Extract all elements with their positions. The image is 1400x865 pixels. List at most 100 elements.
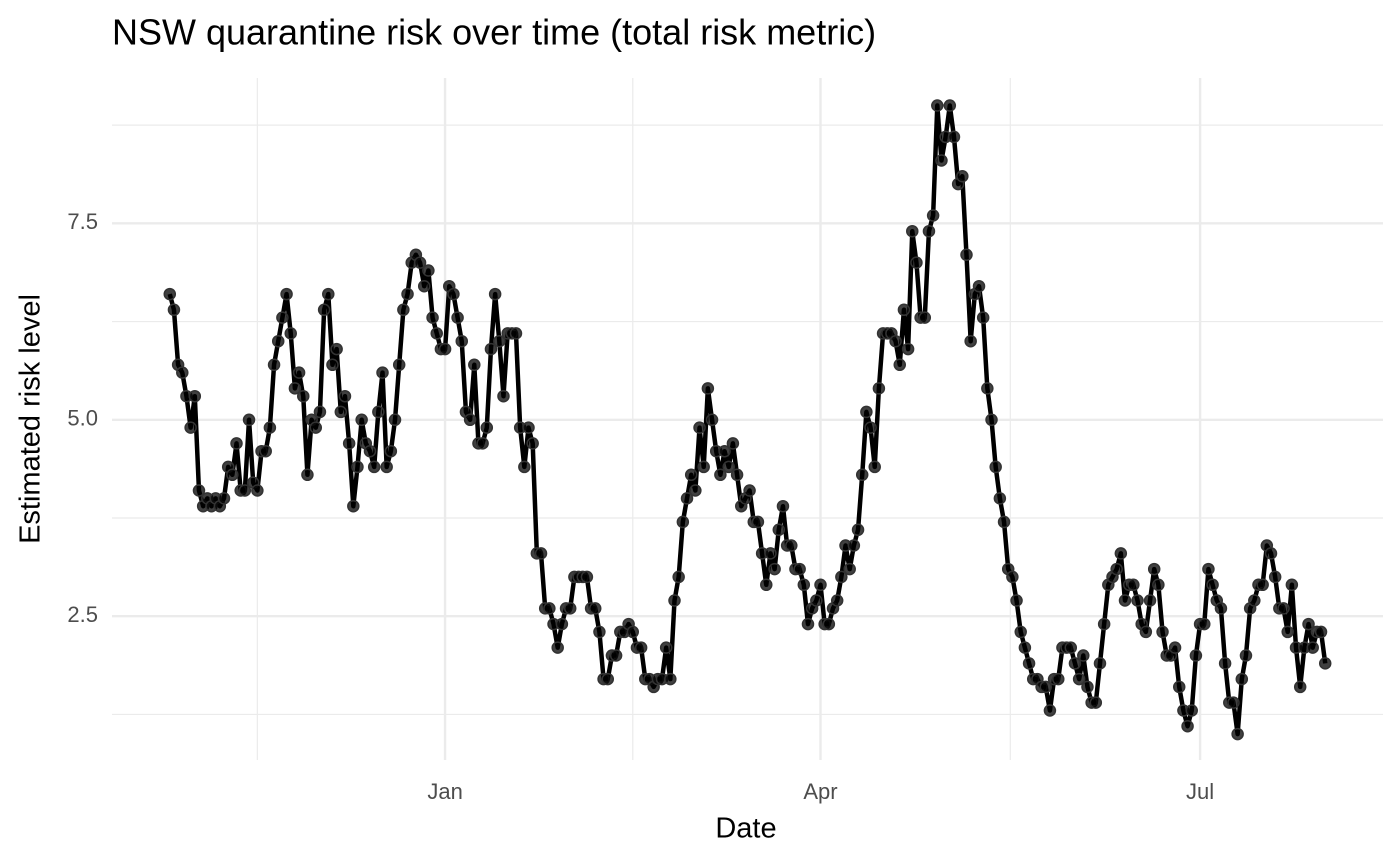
data-point [1168,641,1182,654]
data-point [488,287,502,301]
data-point [163,287,177,301]
data-point [401,287,414,301]
data-point [910,256,923,269]
data-point [931,99,944,112]
data-point [1089,696,1103,709]
data-point [1039,680,1052,694]
data-point [372,405,385,419]
data-point [943,99,957,112]
data-point [388,413,402,427]
data-point [760,578,773,592]
x-tick-label: Apr [803,779,837,804]
data-point [993,492,1007,505]
data-point [701,382,715,395]
data-point [672,570,685,584]
y-tick-label: 7.5 [67,209,98,234]
data-point [1110,562,1123,576]
data-point [1214,602,1228,615]
data-point [555,617,569,631]
data-point [493,334,506,348]
x-tick-label: Jan [427,779,462,804]
data-point [1118,594,1132,607]
data-point [1127,578,1140,592]
data-point [893,358,907,372]
data-point [251,484,264,497]
data-point [376,366,389,379]
data-point [947,130,961,144]
data-point [772,523,786,537]
data-point [259,444,272,458]
data-point [851,523,865,537]
data-point [184,421,197,434]
data-point [276,311,289,324]
data-point [684,468,698,482]
data-point [426,311,439,324]
x-tick-label: Jul [1186,779,1214,804]
data-point [1231,727,1244,741]
data-point [1143,594,1157,607]
data-point [855,468,869,482]
data-point [1156,625,1169,639]
data-point [238,484,252,497]
data-point [730,468,744,482]
data-point [313,405,327,419]
data-point [897,303,911,317]
data-point [1268,570,1282,584]
data-point [776,499,790,513]
data-point [518,460,531,474]
data-point [764,547,777,560]
data-point [284,327,297,340]
data-point [1043,704,1057,717]
data-point [593,625,606,639]
data-point [347,499,360,513]
data-point [580,570,594,584]
data-point [1302,617,1315,631]
data-point [1185,704,1198,717]
data-point [397,303,410,317]
data-point [1281,625,1294,639]
data-point [1264,547,1278,560]
data-point [1248,594,1261,607]
data-point [338,389,352,403]
data-point [901,342,915,356]
data-point [1114,547,1128,560]
data-point [793,562,806,576]
data-point [1072,672,1086,686]
data-point [956,169,969,183]
data-point [1235,672,1249,686]
data-point [588,602,602,615]
data-point [1189,649,1203,662]
chart-title: NSW quarantine risk over time (total ris… [112,12,876,53]
data-point [1022,657,1036,670]
data-point [292,366,306,379]
data-point [785,539,798,552]
data-point [847,539,861,552]
data-point [267,358,281,372]
data-point [363,444,377,458]
data-point [935,154,948,167]
data-point [981,382,994,395]
data-point [367,460,381,474]
data-point [1139,625,1153,639]
data-point [697,460,710,474]
data-point [722,460,735,474]
data-point [997,515,1011,529]
data-point [1014,625,1027,639]
data-point [1239,649,1253,662]
data-point [413,256,427,269]
data-point [317,303,331,317]
data-point [480,421,494,434]
data-point [751,515,765,529]
data-point [822,617,836,631]
data-point [217,492,231,505]
data-point [509,327,523,340]
data-point [384,444,398,458]
data-point [860,405,873,419]
data-point [810,594,823,607]
data-point [334,405,348,419]
x-axis-title: Date [715,813,776,845]
data-point [301,468,314,482]
data-point [922,224,936,238]
